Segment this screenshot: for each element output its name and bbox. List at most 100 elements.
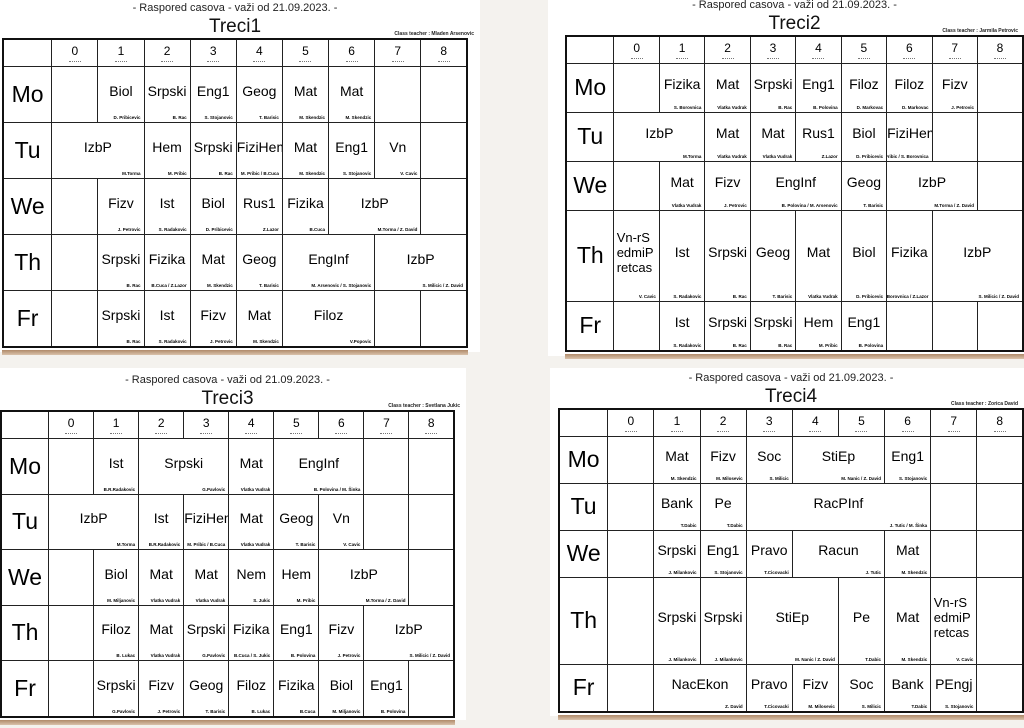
subject: Fizv: [710, 448, 736, 465]
subject: Ist: [674, 244, 690, 261]
schedule-header: - Raspored casova - važi od 21.09.2023. …: [692, 0, 897, 11]
subject: Eng1: [196, 82, 230, 99]
period-header: 7: [931, 35, 978, 64]
subject: Biol: [109, 82, 133, 99]
subject: FiziHemV: [236, 138, 281, 155]
teacher: M.Torma: [122, 170, 141, 176]
lesson-cell: Srpski G.Pavlovic: [93, 660, 140, 718]
teacher: V. Cavic: [638, 293, 656, 299]
subject: Eng1: [802, 76, 835, 93]
lesson-cell: Geog T. Barisic: [749, 209, 797, 302]
lesson-cell: Bank T.Dabic: [884, 663, 932, 713]
period-time: [670, 430, 683, 433]
subject: PEngj: [935, 676, 973, 693]
subject: Filoz: [236, 677, 267, 693]
empty-cell: [930, 529, 978, 578]
period-number: 7: [383, 415, 390, 430]
teacher: M. Skendzic: [253, 339, 279, 344]
lesson-cell: Ist B.R.Radakovic: [138, 493, 185, 550]
lesson-cell: Mat Vlatka Vudrak: [138, 549, 185, 606]
lesson-cell: Srpski B. Rac: [97, 289, 145, 348]
lesson-cell: Vn-rSedmiPretcas V. Cavic: [930, 576, 978, 665]
subject: Srpski: [657, 542, 697, 559]
lesson-cell: Biol D. Pribicevic: [189, 177, 237, 235]
subject: Mat: [339, 82, 364, 99]
period-number: 7: [951, 40, 959, 55]
period-time: [763, 430, 776, 433]
lesson-cell: Geog T. Barisic: [840, 160, 888, 211]
period-time: [437, 60, 450, 63]
period-header: 6: [886, 35, 933, 64]
lesson-cell: Mat M. Skendzic: [653, 436, 701, 484]
teacher: M. Skendzic: [670, 475, 697, 481]
lesson-cell: IzbP M.Torma / Z. David: [886, 160, 978, 211]
teacher: Vlatka Vudrak: [150, 653, 181, 658]
lesson-cell: Biol D. Pribicevic: [840, 111, 888, 162]
period-time: [857, 57, 870, 60]
period-time: [299, 60, 312, 63]
lesson-cell: Pravo T.Cicovacki: [745, 663, 793, 713]
subject: StiEp: [775, 609, 810, 626]
teacher: B.R.Radakovic: [148, 542, 181, 547]
subject: Racun: [818, 542, 859, 559]
teacher: B. Polovina: [813, 104, 838, 110]
period-time: [245, 432, 258, 435]
teacher: M. Nanic / Z. David: [841, 475, 882, 481]
teacher: M. Pribic: [296, 597, 316, 603]
subject: Eng1: [706, 542, 740, 559]
teacher: M. Skendzic: [299, 114, 326, 120]
period-header: 6: [328, 38, 376, 67]
empty-cell: [363, 493, 410, 550]
teacher: S. Borovnica: [673, 104, 702, 110]
subject: Srpski: [164, 454, 204, 471]
teacher: J. Petrovic: [157, 709, 181, 714]
teacher: J. Milankovic: [668, 569, 697, 575]
schedule-grid: 0 1 2 3 4 5 6 7 8 Mo Mat M. Skendzic Fizv M. Milosevi…: [558, 408, 1024, 713]
teacher: T.Cicovacki: [764, 704, 789, 709]
teacher: M. Skendzic: [299, 170, 326, 176]
period-number: 0: [71, 43, 79, 58]
period-header: 5: [840, 35, 888, 64]
schedule-header: - Raspored casova - važi od 21.09.2023. …: [688, 372, 894, 384]
period-number: 7: [950, 413, 958, 428]
teacher: S. Radakovic: [673, 293, 702, 299]
subject: Vn: [389, 138, 407, 155]
subject: Rus1: [802, 125, 835, 142]
subject: Eng1: [891, 448, 924, 465]
subject: Bank: [660, 495, 693, 512]
teacher: T. Barisic: [863, 202, 884, 208]
empty-cell: [607, 529, 655, 578]
period-number: 1: [673, 413, 681, 428]
lesson-cell: Mat Vlatka Vudrak: [138, 604, 185, 661]
class-teacher-label: Class teacher :: [942, 28, 980, 34]
subject: Eng1: [847, 314, 881, 331]
timetable-treci3: - Raspored casova - važi od 21.09.2023. …: [0, 368, 466, 720]
period-header: 5: [837, 408, 886, 437]
day-row: Tu IzbP M.Torma Ist B.R.Radakovic FiziHemV M. …: [0, 493, 455, 550]
teacher: B. Polovina / M. Šinka: [313, 486, 361, 492]
period-number: 4: [256, 43, 263, 58]
teacher: M. Pribic / B.Cuca: [187, 542, 226, 547]
day-label: Fr: [565, 300, 615, 352]
subject: FiziHemV: [184, 510, 228, 527]
period-time: [630, 57, 643, 60]
empty-cell: [976, 482, 1024, 531]
period-number: 4: [815, 40, 822, 55]
lesson-cell: Mat M. Skendzic: [884, 529, 932, 578]
teacher: S. Milicic: [769, 475, 789, 481]
period-time: [993, 430, 1006, 433]
period-number: 5: [302, 43, 309, 58]
paper-edge: [565, 354, 1024, 359]
day-row: Th Srpski B. Rac Fizika B.Cuca / Z.Lazor Mat M…: [2, 233, 468, 291]
period-header: 8: [408, 410, 455, 439]
subject: Srpski: [101, 306, 141, 323]
lesson-cell: IzbP M.Torma: [48, 493, 140, 550]
subject: Fizika: [287, 194, 324, 211]
lesson-cell: Mat M. Skendzic: [189, 233, 237, 291]
period-header: 6: [884, 408, 932, 437]
lesson-cell: Rus1 Z.Lazor: [795, 111, 842, 162]
lesson-cell: Fizika B.Cuca: [281, 177, 330, 235]
day-row: Mo Biol D. Pribicevic Srpski B. Rac Eng1 S. St…: [2, 66, 468, 123]
period-time: [717, 430, 730, 433]
lesson-cell: Geog T. Barisic: [183, 660, 230, 718]
